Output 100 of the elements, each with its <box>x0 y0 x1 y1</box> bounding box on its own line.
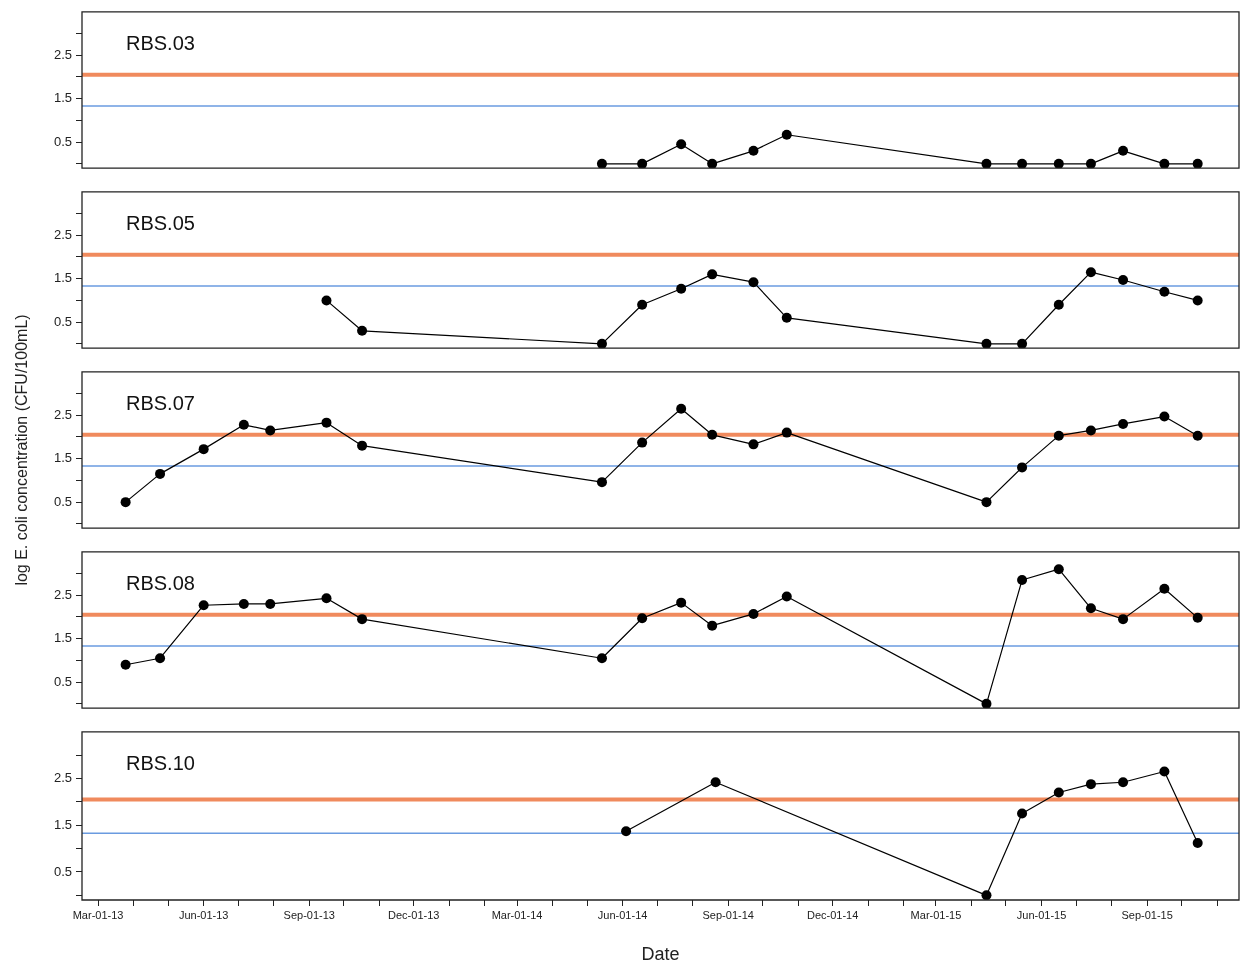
point <box>637 299 648 310</box>
x-axis-title: Date <box>641 944 680 965</box>
point <box>748 277 759 288</box>
y-tick-label: 2.5 <box>53 586 72 602</box>
point <box>1118 614 1129 625</box>
point <box>621 826 632 837</box>
point <box>707 620 718 631</box>
text: RBS.08 <box>126 571 195 594</box>
point <box>596 338 607 349</box>
point <box>1159 766 1170 777</box>
y-tick-label: 0.5 <box>53 133 72 149</box>
y-tick-label: 1.5 <box>53 816 72 832</box>
y-tick-label: 1.5 <box>53 90 72 106</box>
y-tick-label: 1.5 <box>53 630 72 646</box>
point <box>1118 418 1129 429</box>
x-tick-label: Sep-01-13 <box>283 908 335 921</box>
point <box>1017 575 1028 586</box>
point <box>781 591 792 602</box>
x-tick-label: Mar-01-14 <box>491 908 543 921</box>
y-axis-title: log E. coli concentration (CFU/100mL) <box>13 314 31 586</box>
point <box>981 497 992 508</box>
point <box>357 440 368 451</box>
point <box>707 269 718 280</box>
point <box>198 600 209 611</box>
point <box>1053 158 1064 169</box>
point <box>1118 145 1129 156</box>
point <box>1118 274 1129 285</box>
x-tick-label: Jun-01-15 <box>1016 908 1067 921</box>
point <box>120 659 131 670</box>
point <box>676 283 687 294</box>
point <box>1085 158 1096 169</box>
point <box>676 139 687 150</box>
point <box>1017 808 1028 819</box>
point <box>1159 286 1170 297</box>
point <box>981 890 992 900</box>
point <box>981 698 992 709</box>
point <box>238 419 249 430</box>
point <box>155 468 166 479</box>
point <box>265 425 276 436</box>
point <box>707 429 718 440</box>
point <box>1192 158 1203 169</box>
point <box>1085 267 1096 278</box>
point <box>1192 295 1203 306</box>
point <box>596 158 607 169</box>
x-tick-label: Jun-01-13 <box>178 908 229 921</box>
point <box>981 338 992 349</box>
point <box>1192 612 1203 623</box>
point <box>1085 425 1096 436</box>
point <box>748 145 759 156</box>
y-tick-label: 2.5 <box>53 770 72 786</box>
point <box>198 444 209 455</box>
point <box>357 614 368 625</box>
point <box>1118 777 1129 788</box>
point <box>1192 430 1203 441</box>
y-tick-label: 1.5 <box>53 270 72 286</box>
point <box>637 158 648 169</box>
point <box>781 312 792 323</box>
x-tick-label: Jun-01-14 <box>597 908 648 921</box>
y-tick-label: 0.5 <box>53 673 72 689</box>
point <box>265 598 276 609</box>
y-tick-label: 2.5 <box>53 406 72 422</box>
point <box>981 158 992 169</box>
point <box>596 653 607 664</box>
point <box>676 403 687 414</box>
point <box>321 295 332 306</box>
point <box>1053 564 1064 575</box>
y-tick-label: 1.5 <box>53 450 72 466</box>
point <box>1159 583 1170 594</box>
point <box>321 417 332 428</box>
point <box>637 613 648 624</box>
point <box>1017 462 1028 473</box>
x-tick-label: Dec-01-13 <box>388 908 440 921</box>
x-tick-label: Dec-01-14 <box>806 908 859 921</box>
point <box>637 437 648 448</box>
point <box>1053 299 1064 310</box>
point <box>1017 158 1028 169</box>
y-tick-label: 0.5 <box>53 313 72 329</box>
y-tick-label: 2.5 <box>53 46 72 62</box>
x-tick-label: Sep-01-14 <box>702 908 754 921</box>
point <box>1053 430 1064 441</box>
text: RBS.07 <box>126 391 195 414</box>
y-tick-label: 0.5 <box>53 493 72 509</box>
point <box>1192 838 1203 848</box>
point <box>321 593 332 604</box>
point <box>748 439 759 450</box>
point <box>1085 779 1096 790</box>
point <box>238 598 249 609</box>
point <box>1085 603 1096 614</box>
x-tick-label: Mar-01-15 <box>910 908 962 921</box>
x-tick-label: Sep-01-15 <box>1121 908 1173 921</box>
point <box>676 597 687 608</box>
point <box>710 777 721 788</box>
y-tick-label: 2.5 <box>53 226 72 242</box>
text: RBS.10 <box>126 751 195 774</box>
x-tick-label: Mar-01-13 <box>72 908 124 921</box>
point <box>357 325 368 336</box>
point <box>155 653 166 664</box>
point <box>1159 411 1170 422</box>
point <box>1053 787 1064 798</box>
point <box>120 497 131 508</box>
